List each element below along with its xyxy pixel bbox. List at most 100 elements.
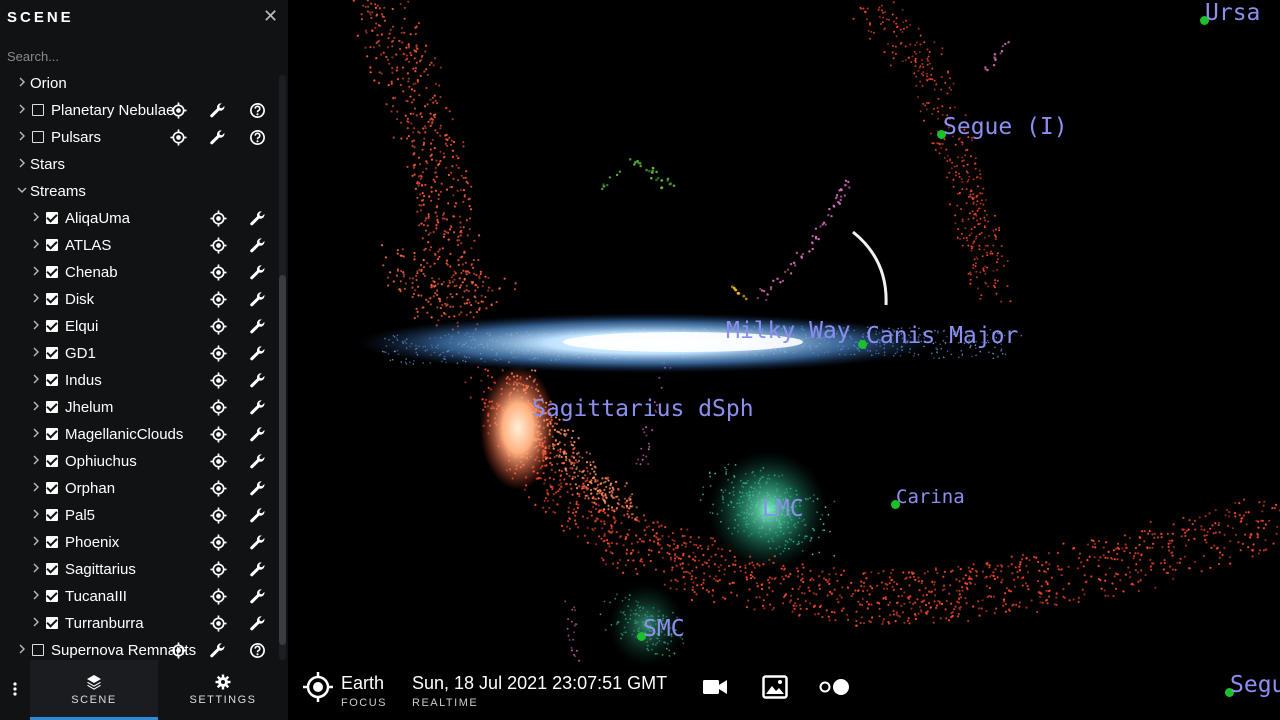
tree-item-supernova-remnants[interactable]: Supernova Remnants — [0, 637, 276, 664]
segue-i-marker[interactable] — [937, 130, 946, 139]
wrench-icon[interactable] — [249, 534, 266, 551]
focus-icon[interactable] — [210, 534, 227, 551]
visibility-checkbox[interactable] — [46, 320, 58, 332]
focus-icon[interactable] — [210, 426, 227, 443]
wrench-icon[interactable] — [249, 237, 266, 254]
visibility-checkbox[interactable] — [46, 428, 58, 440]
visibility-checkbox[interactable] — [46, 293, 58, 305]
scrollbar-thumb[interactable] — [279, 275, 286, 645]
focus-icon[interactable] — [210, 561, 227, 578]
chevron-right-icon[interactable] — [30, 455, 42, 467]
visibility-checkbox[interactable] — [32, 104, 44, 116]
tree-item-stars[interactable]: Stars — [0, 151, 276, 178]
focus-icon[interactable] — [210, 399, 227, 416]
chevron-right-icon[interactable] — [30, 590, 42, 602]
wrench-icon[interactable] — [249, 318, 266, 335]
menu-icon[interactable] — [10, 681, 20, 697]
focus-icon[interactable] — [210, 210, 227, 227]
wrench-icon[interactable] — [249, 372, 266, 389]
tab-scene[interactable]: SCENE — [30, 660, 158, 720]
help-icon[interactable] — [249, 102, 266, 119]
visibility-checkbox[interactable] — [46, 239, 58, 251]
label-carina[interactable]: Carina — [896, 486, 965, 508]
focus-icon[interactable] — [210, 507, 227, 524]
tree-item-magellanicclouds[interactable]: MagellanicClouds — [0, 421, 276, 448]
tree-item-sagittarius[interactable]: Sagittarius — [0, 556, 276, 583]
focus-name[interactable]: Earth — [341, 673, 385, 693]
visibility-checkbox[interactable] — [46, 266, 58, 278]
carina-marker[interactable] — [891, 500, 900, 509]
wrench-icon[interactable] — [209, 642, 226, 659]
smc-marker[interactable] — [637, 632, 646, 641]
scrollbar[interactable] — [279, 75, 286, 660]
help-icon[interactable] — [249, 129, 266, 146]
chevron-right-icon[interactable] — [30, 266, 42, 278]
focus-icon[interactable] — [170, 129, 187, 146]
tree-item-indus[interactable]: Indus — [0, 367, 276, 394]
focus-icon[interactable] — [170, 102, 187, 119]
chevron-right-icon[interactable] — [30, 239, 42, 251]
chevron-right-icon[interactable] — [30, 509, 42, 521]
chevron-right-icon[interactable] — [16, 77, 28, 89]
visibility-checkbox[interactable] — [46, 536, 58, 548]
focus-icon[interactable] — [210, 588, 227, 605]
focus-icon[interactable] — [210, 264, 227, 281]
visibility-checkbox[interactable] — [46, 509, 58, 521]
wrench-icon[interactable] — [249, 561, 266, 578]
focus-icon[interactable] — [210, 237, 227, 254]
tree-item-pulsars[interactable]: Pulsars — [0, 124, 276, 151]
focus-icon[interactable] — [210, 615, 227, 632]
label-segue-i[interactable]: Segue (I) — [943, 114, 1068, 140]
chevron-right-icon[interactable] — [30, 320, 42, 332]
chevron-right-icon[interactable] — [16, 158, 28, 170]
tree-item-ophiuchus[interactable]: Ophiuchus — [0, 448, 276, 475]
tree-item-aliqauma[interactable]: AliqaUma — [0, 205, 276, 232]
tree-item-tucanaiii[interactable]: TucanaIII — [0, 583, 276, 610]
visibility-checkbox[interactable] — [46, 455, 58, 467]
label-smc[interactable]: SMC — [643, 616, 685, 642]
wrench-icon[interactable] — [209, 129, 226, 146]
tree-item-orion[interactable]: Orion — [0, 70, 276, 97]
wrench-icon[interactable] — [249, 399, 266, 416]
image-icon[interactable] — [762, 675, 788, 699]
visibility-checkbox[interactable] — [46, 563, 58, 575]
visibility-checkbox[interactable] — [32, 644, 44, 656]
wrench-icon[interactable] — [249, 345, 266, 362]
wrench-icon[interactable] — [249, 210, 266, 227]
wrench-icon[interactable] — [249, 453, 266, 470]
focus-icon[interactable] — [170, 642, 187, 659]
tree-item-disk[interactable]: Disk — [0, 286, 276, 313]
tree-item-atlas[interactable]: ATLAS — [0, 232, 276, 259]
datetime[interactable]: Sun, 18 Jul 2021 23:07:51 GMT — [412, 673, 668, 693]
segue-marker[interactable] — [1225, 688, 1234, 697]
tree-item-orphan[interactable]: Orphan — [0, 475, 276, 502]
focus-icon[interactable] — [210, 291, 227, 308]
visibility-checkbox[interactable] — [46, 347, 58, 359]
chevron-right-icon[interactable] — [30, 482, 42, 494]
chevron-right-icon[interactable] — [30, 617, 42, 629]
wrench-icon[interactable] — [209, 102, 226, 119]
visibility-checkbox[interactable] — [46, 374, 58, 386]
close-icon[interactable]: ✕ — [263, 6, 279, 26]
tree-item-streams[interactable]: Streams — [0, 178, 276, 205]
focus-icon[interactable] — [210, 372, 227, 389]
label-sagittarius-dsph[interactable]: Sagittarius dSph — [532, 396, 754, 422]
chevron-right-icon[interactable] — [16, 131, 28, 143]
tree-item-elqui[interactable]: Elqui — [0, 313, 276, 340]
focus-icon[interactable] — [210, 453, 227, 470]
tab-settings[interactable]: SETTINGS — [159, 660, 287, 720]
label-milky-way[interactable]: Milky Way — [726, 318, 851, 344]
ursa-marker[interactable] — [1200, 16, 1209, 25]
wrench-icon[interactable] — [249, 264, 266, 281]
tree-item-turranburra[interactable]: Turranburra — [0, 610, 276, 637]
chevron-right-icon[interactable] — [16, 644, 28, 656]
wrench-icon[interactable] — [249, 291, 266, 308]
chevron-right-icon[interactable] — [30, 212, 42, 224]
tree-item-pal5[interactable]: Pal5 — [0, 502, 276, 529]
camera-icon[interactable] — [702, 677, 728, 697]
chevron-right-icon[interactable] — [30, 536, 42, 548]
label-ursa[interactable]: Ursa — [1205, 0, 1261, 26]
label-lmc[interactable]: LMC — [762, 496, 804, 522]
toggle-view-icon[interactable] — [818, 678, 850, 696]
visibility-checkbox[interactable] — [46, 401, 58, 413]
